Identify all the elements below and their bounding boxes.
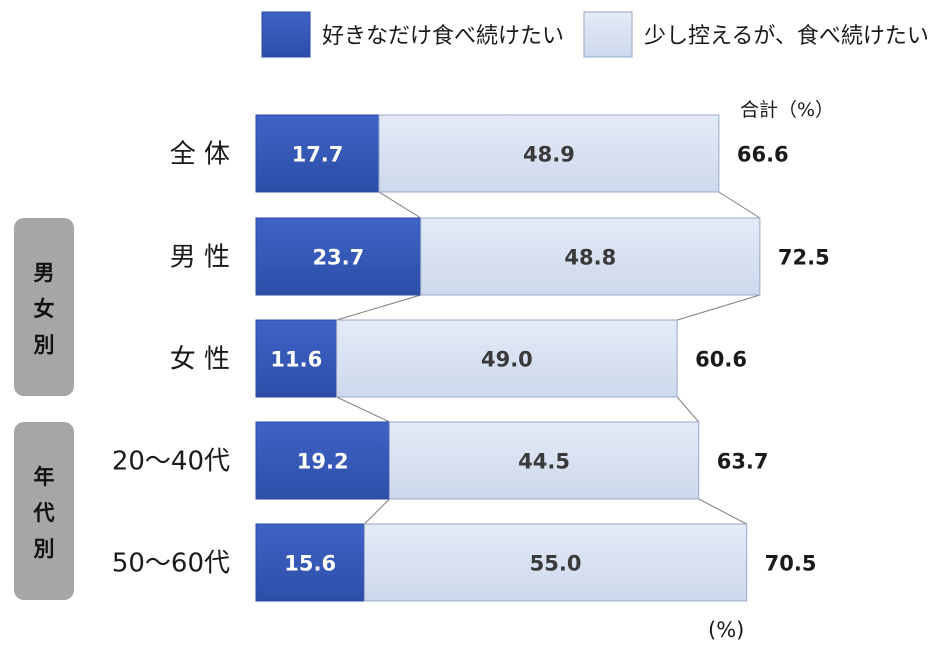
group-badge-gender-label: 男女別 <box>34 261 55 357</box>
data-label-series-1: 17.7 <box>292 143 344 167</box>
total-label: 72.5 <box>778 246 830 270</box>
total-label: 63.7 <box>717 450 769 474</box>
connector-line-boundary <box>378 191 421 219</box>
data-label-series-2: 48.9 <box>523 143 575 167</box>
total-header: 合計（%） <box>740 99 834 121</box>
data-label-series-2: 49.0 <box>481 348 533 372</box>
bars: 全 体 17.7 48.9 66.6 男 性 23.7 48.8 72.5 女 性 11.6 49.… <box>112 114 830 602</box>
bar-segment-series-1 <box>255 319 338 398</box>
total-label: 66.6 <box>737 143 789 167</box>
connector-line-boundary <box>336 396 390 423</box>
bar-segment-series-1 <box>255 217 422 296</box>
connector-line-end <box>676 396 700 423</box>
group-badge-age-background <box>14 422 74 600</box>
bar-segment-series-1 <box>255 421 390 500</box>
category-label: 20～40代 <box>112 447 230 477</box>
bar-segment-series-2 <box>378 114 720 193</box>
category-label: 50～60代 <box>112 549 230 579</box>
legend-label-series-1: 好きなだけ食べ続けたい <box>322 24 564 49</box>
connector-line-end <box>698 498 747 525</box>
bar-segment-series-2 <box>388 421 700 500</box>
connector-lines <box>336 191 761 525</box>
legend-label-series-2: 少し控えるが、食べ続けたい <box>644 24 928 49</box>
bar-segment-series-2 <box>420 217 761 296</box>
bar-segment-series-2 <box>336 319 678 398</box>
connector-line-boundary <box>336 294 421 321</box>
category-label: 男 性 <box>170 243 230 273</box>
data-label-series-2: 48.8 <box>564 246 616 270</box>
connector-line-boundary <box>364 498 390 525</box>
data-label-series-2: 44.5 <box>518 450 570 474</box>
group-badge-gender: 男女別 <box>14 218 74 396</box>
total-label: 70.5 <box>765 552 817 576</box>
data-label-series-2: 55.0 <box>530 552 582 576</box>
total-label: 60.6 <box>695 348 747 372</box>
unit-label: (%) <box>708 618 744 642</box>
group-badge-age-label: 年代別 <box>33 465 55 561</box>
legend: 好きなだけ食べ続けたい 少し控えるが、食べ続けたい <box>261 11 928 58</box>
legend-swatch-series-1 <box>261 11 311 58</box>
category-label: 全 体 <box>170 140 230 170</box>
connector-line-end <box>718 191 761 219</box>
data-label-series-1: 23.7 <box>312 246 364 270</box>
data-label-series-1: 19.2 <box>297 450 349 474</box>
group-badge-age: 年代別 <box>14 422 74 600</box>
group-badge-gender-background <box>14 218 74 396</box>
data-label-series-1: 11.6 <box>270 348 322 372</box>
legend-swatch-series-2 <box>583 11 633 58</box>
category-label: 女 性 <box>170 345 230 375</box>
data-label-series-1: 15.6 <box>284 552 336 576</box>
connector-line-end <box>677 294 761 321</box>
bar-segment-series-1 <box>255 114 380 193</box>
bar-segment-series-2 <box>363 523 748 602</box>
